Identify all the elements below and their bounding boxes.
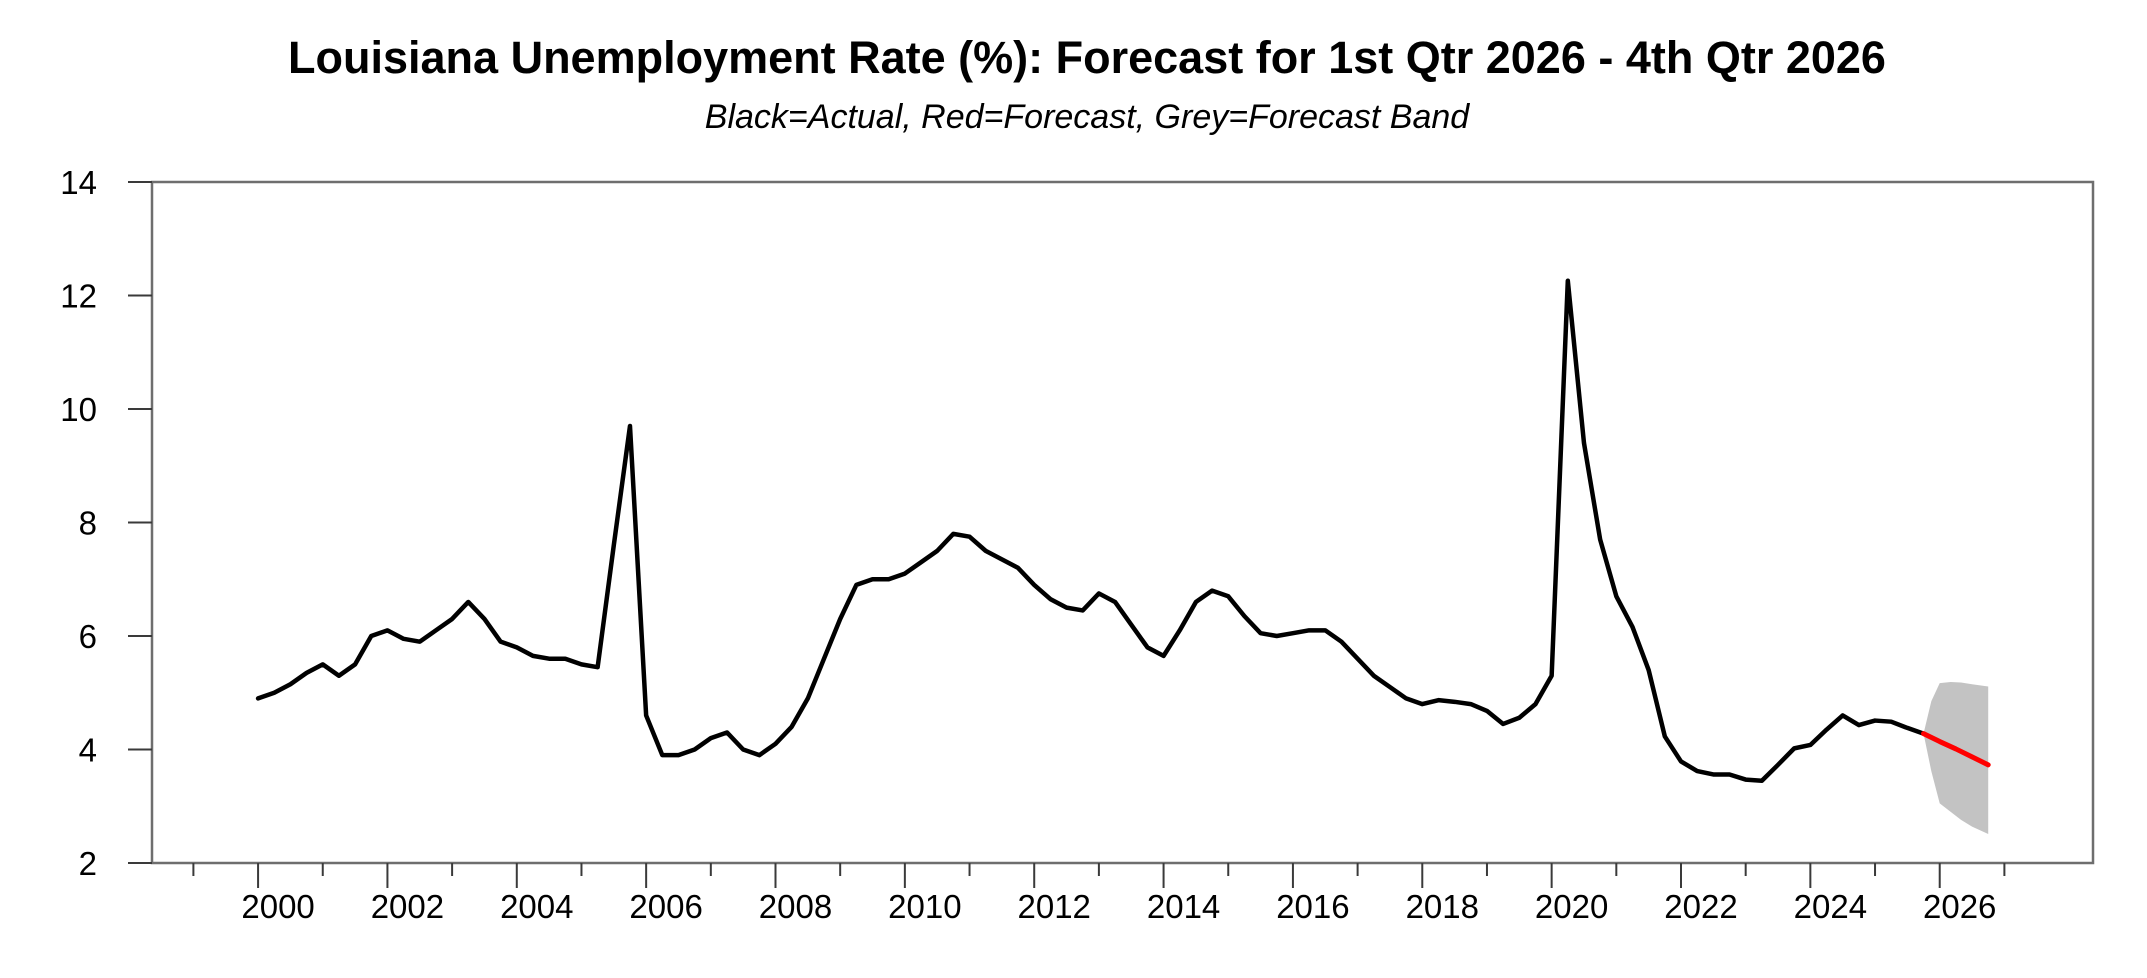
y-tick-label-12: 12 [60,278,97,315]
actual-series-line [255,278,1926,783]
plot-frame [150,180,2095,865]
x-tick-label-2010: 2010 [888,888,961,925]
y-axis: 2 4 6 8 10 12 14 [60,164,152,882]
y-tick-label-2: 2 [79,845,97,882]
x-tick-label-2024: 2024 [1794,888,1867,925]
x-tick-label-2002: 2002 [371,888,444,925]
chart-subtitle: Black=Actual, Red=Forecast, Grey=Forecas… [705,98,1471,136]
plot-border [150,180,2095,865]
x-tick-label-2006: 2006 [629,888,702,925]
x-tick-label-2000: 2000 [241,888,314,925]
forecast-band-area [1923,681,1989,835]
x-tick-label-2022: 2022 [1664,888,1737,925]
x-tick-label-2026: 2026 [1923,888,1996,925]
x-tick-label-2014: 2014 [1147,888,1220,925]
y-tick-label-4: 4 [79,732,97,769]
x-tick-label-2008: 2008 [759,888,832,925]
forecast-band [1923,681,1989,835]
x-tick-label-2016: 2016 [1276,888,1349,925]
y-tick-label-8: 8 [79,505,97,542]
x-tick-label-2020: 2020 [1535,888,1608,925]
y-tick-label-14: 14 [60,164,97,201]
x-tick-label-2018: 2018 [1406,888,1479,925]
x-axis: 2000 2002 2004 2006 2008 2010 2012 2014 2016 2018… [192,863,2006,925]
y-tick-label-10: 10 [60,391,97,428]
y-tick-label-6: 6 [79,618,97,655]
series-lines [255,278,1991,783]
x-tick-label-2012: 2012 [1018,888,1091,925]
chart-title: Louisiana Unemployment Rate (%): Forecas… [288,32,1886,83]
x-tick-label-2004: 2004 [500,888,573,925]
forecast-series-line [1921,731,1991,768]
